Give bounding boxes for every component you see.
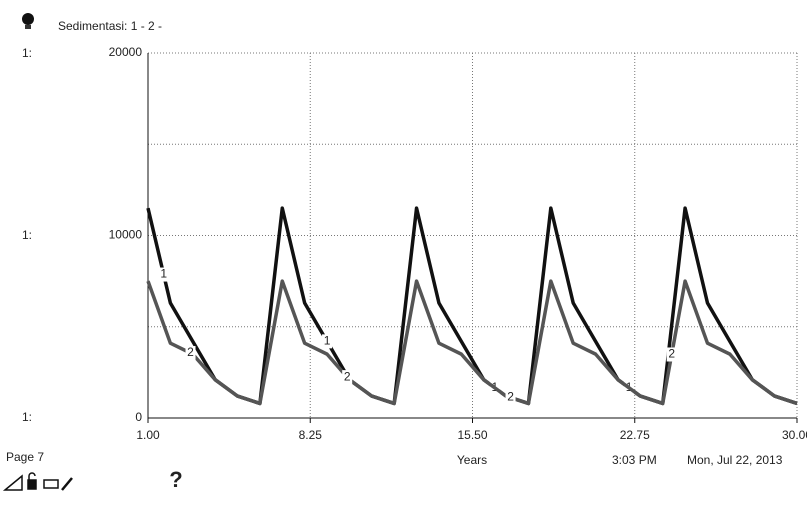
pen-marker: 2 xyxy=(668,347,675,361)
pen-marker-bg xyxy=(185,346,196,361)
series-line xyxy=(146,279,798,406)
y-axis-label: 1: xyxy=(22,46,32,60)
date-label: Mon, Jul 22, 2013 xyxy=(687,453,783,467)
lock-shackle xyxy=(28,472,36,480)
toolbar xyxy=(2,472,73,491)
page-label: Page 7 xyxy=(6,450,44,464)
pen-marker: 2 xyxy=(507,390,514,404)
x-tick-label: 22.75 xyxy=(620,428,650,442)
y-tick-label: 10000 xyxy=(109,228,143,242)
x-axis-label: Years xyxy=(457,453,487,467)
pen-marker: 2 xyxy=(187,345,194,359)
y-axis-label: 1: xyxy=(22,410,32,424)
time-label: 3:03 PM xyxy=(612,453,657,467)
pen-marker: 1 xyxy=(160,267,167,281)
pen-marker: 2 xyxy=(344,369,351,383)
x-tick-label: 15.50 xyxy=(457,428,487,442)
y-tick-label: 20000 xyxy=(109,45,143,59)
pen-marker-bg xyxy=(505,390,516,405)
x-tick-label: 8.25 xyxy=(299,428,323,442)
x-tick-label: 1.00 xyxy=(136,428,160,442)
pen-marker-bg xyxy=(666,347,677,362)
print-icon[interactable] xyxy=(43,479,59,489)
bulb-icon xyxy=(22,13,34,29)
y-tick-label: 0 xyxy=(135,410,142,424)
toolbar-tool[interactable] xyxy=(2,474,23,491)
lock-icon[interactable] xyxy=(27,479,37,490)
x-tick-label: 30.00 xyxy=(782,428,807,442)
y-axis-label: 1: xyxy=(22,228,32,242)
help-button[interactable]: ? xyxy=(169,467,182,492)
pen-marker-bg xyxy=(342,370,353,385)
pen-marker-bg xyxy=(158,267,169,282)
chart-title: Sedimentasi: 1 - 2 - xyxy=(58,19,162,33)
pen-marker: 1 xyxy=(324,334,331,348)
pen-marker-bg xyxy=(322,334,333,349)
wand-icon[interactable] xyxy=(61,477,73,491)
